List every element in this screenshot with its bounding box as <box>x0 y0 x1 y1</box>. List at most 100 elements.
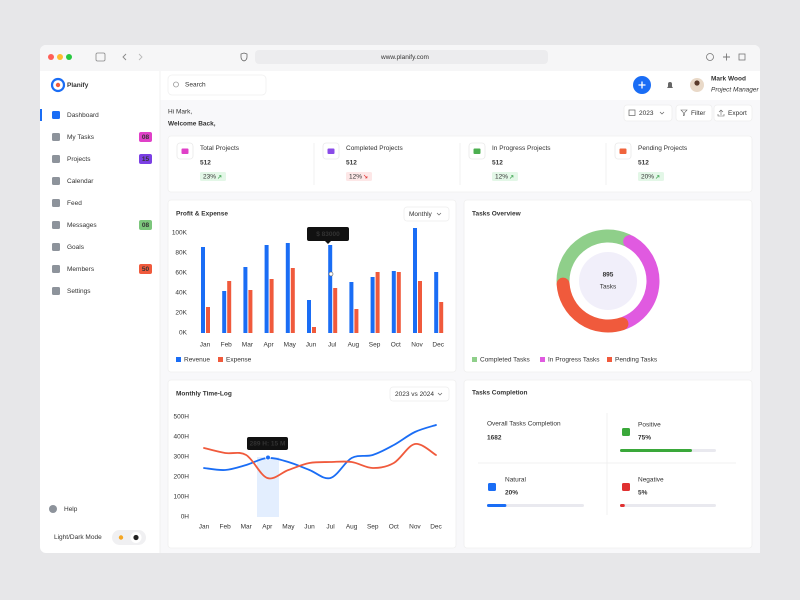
tooltip-pointer <box>325 241 331 244</box>
donut-segment <box>618 235 660 330</box>
donut-value: 895 <box>603 272 614 279</box>
tooltip-text: 289 H: 15 M <box>250 441 286 448</box>
shield-icon <box>240 52 248 62</box>
bar <box>333 288 338 333</box>
bar <box>290 268 295 333</box>
nav-icon[interactable] <box>52 111 60 119</box>
filter-button[interactable] <box>675 104 713 122</box>
nav-label[interactable]: My Tasks <box>67 134 95 141</box>
nav-label[interactable]: Projects <box>67 156 91 163</box>
year-label: 2023 <box>639 110 654 117</box>
avatar-head <box>694 80 700 86</box>
minimize-dot[interactable] <box>57 54 63 60</box>
bell-icon[interactable] <box>667 82 673 88</box>
sidebar-toggle[interactable] <box>95 52 106 62</box>
search-box[interactable] <box>167 74 267 96</box>
metric-icon <box>622 428 630 436</box>
y-tick-label: 300H <box>173 454 189 461</box>
stat-value: 512 <box>346 160 357 167</box>
nav-icon[interactable] <box>52 243 60 251</box>
period-select[interactable] <box>403 206 450 222</box>
nav-label[interactable]: Members <box>67 266 95 273</box>
legend-label: In Progress Tasks <box>548 357 600 364</box>
bar <box>285 243 290 333</box>
logo-ring <box>50 77 66 93</box>
compare-select[interactable] <box>389 386 450 402</box>
timelog-title: Monthly Time-Log <box>176 391 232 398</box>
back-button[interactable] <box>122 53 127 61</box>
nav-icon[interactable] <box>52 265 60 273</box>
download-icon[interactable] <box>706 53 714 61</box>
nav-label[interactable]: Dashboard <box>67 112 99 119</box>
trend-arrow <box>509 175 514 179</box>
zoom-dot[interactable] <box>66 54 72 60</box>
stat-value: 512 <box>200 160 211 167</box>
nav-label[interactable]: Messages <box>67 222 97 229</box>
legend-label: Completed Tasks <box>480 357 530 364</box>
completion-panel <box>463 379 753 549</box>
filter-label: Filter <box>691 110 706 117</box>
bar <box>434 272 439 333</box>
forward-button[interactable] <box>138 53 143 61</box>
nav-label[interactable]: Goals <box>67 244 85 251</box>
metric-label: Natural <box>505 477 527 484</box>
x-tick-label: Jul <box>326 524 335 531</box>
export-icon <box>717 109 725 117</box>
nav-icon[interactable] <box>52 155 60 163</box>
search-icon <box>173 81 179 88</box>
cursor <box>328 271 334 277</box>
y-tick-label: 0H <box>181 514 190 521</box>
tabs-icon[interactable] <box>738 53 746 61</box>
stat-title: In Progress Projects <box>492 145 551 152</box>
bar <box>264 245 269 333</box>
legend-swatch <box>218 357 223 362</box>
x-tick-label: Jan <box>199 524 210 531</box>
donut-segment <box>556 277 629 333</box>
stat-change: 20% <box>641 174 654 181</box>
stat-value: 512 <box>492 160 503 167</box>
nav-icon[interactable] <box>52 133 60 141</box>
stat-change: 23% <box>203 174 216 181</box>
nav-icon[interactable] <box>52 177 60 185</box>
nav-label[interactable]: Settings <box>67 288 91 295</box>
timelog-panel <box>167 379 457 549</box>
progress-fill <box>620 449 692 452</box>
overview-title: Tasks Overview <box>472 211 522 218</box>
year-select[interactable] <box>623 104 673 122</box>
profit-panel <box>167 199 457 373</box>
metric-value: 5% <box>638 490 648 497</box>
y-tick-label: 60K <box>175 270 187 277</box>
export-label: Export <box>728 110 747 117</box>
legend-swatch <box>176 357 181 362</box>
export-button[interactable] <box>713 104 753 122</box>
x-tick-label: Feb <box>221 342 233 349</box>
stat-icon <box>473 148 481 154</box>
new-tab-icon[interactable] <box>723 53 730 61</box>
stat-badge <box>638 172 664 181</box>
stat-icon <box>327 148 335 154</box>
stat-value: 512 <box>638 160 649 167</box>
x-tick-label: Apr <box>264 342 275 349</box>
nav-label[interactable]: Feed <box>67 200 82 207</box>
bar <box>269 279 274 333</box>
bar <box>248 290 253 333</box>
nav-badge-text: 08 <box>142 222 150 229</box>
nav-icon[interactable] <box>52 287 60 295</box>
y-tick-label: 500H <box>173 414 189 421</box>
greeting-line2: Welcome Back, <box>168 121 216 128</box>
x-tick-label: Sep <box>367 524 379 531</box>
time-line <box>203 424 437 480</box>
close-dot[interactable] <box>48 54 54 60</box>
progress-track <box>620 504 716 507</box>
greeting-line1: Hi Mark, <box>168 109 192 116</box>
nav-label[interactable]: Calendar <box>67 178 94 185</box>
url-bar[interactable] <box>255 50 548 64</box>
help-icon[interactable] <box>49 505 57 513</box>
legend-swatch <box>540 357 545 362</box>
help-label[interactable]: Help <box>64 506 78 513</box>
compare-label: 2023 vs 2024 <box>395 391 434 398</box>
nav-icon[interactable] <box>52 221 60 229</box>
metric-label: Negative <box>638 477 664 484</box>
nav-icon[interactable] <box>52 199 60 207</box>
y-tick-label: 20K <box>175 310 187 317</box>
